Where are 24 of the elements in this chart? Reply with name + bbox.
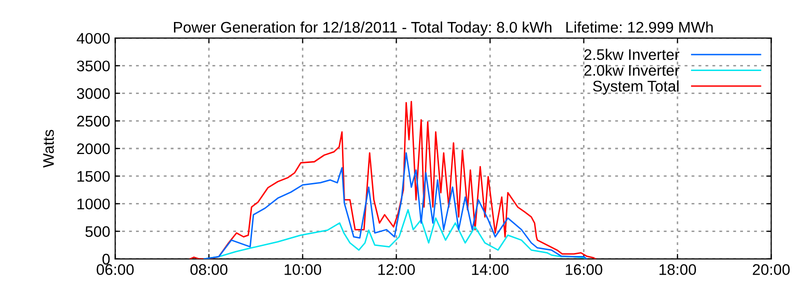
y-tick-label: 1000 xyxy=(78,198,110,210)
y-tick-label: 2500 xyxy=(77,116,110,127)
y-tick-label: 0 xyxy=(102,254,110,265)
line-series xyxy=(204,152,588,259)
x-tick-label: 18:00 xyxy=(660,264,696,275)
y-tick-label: 3000 xyxy=(76,88,110,99)
y-tick-label: 4000 xyxy=(76,32,110,44)
x-tick-label: 10:00 xyxy=(284,264,322,275)
y-tick-label: 1500 xyxy=(78,170,110,182)
chart-title: Power Generation for 12/18/2011 - Total Today: 8.0 kWh Lifetime: 12.999 MWh xyxy=(174,21,713,36)
legend-label: 2.5kw Inverter xyxy=(584,48,680,60)
legend-label: System Total xyxy=(593,80,679,95)
y-tick-label: 500 xyxy=(85,226,110,237)
line-series xyxy=(189,100,596,259)
y-axis-title: Watts xyxy=(43,130,54,168)
legend-label: 2.0kw Inverter xyxy=(584,64,680,76)
x-tick-label: 06:00 xyxy=(96,264,134,275)
x-tick-label: 12:00 xyxy=(378,264,415,275)
x-tick-label: 16:00 xyxy=(566,264,602,275)
x-tick-label: 20:00 xyxy=(752,264,790,275)
x-tick-label: 14:00 xyxy=(472,264,509,275)
y-tick-label: 3500 xyxy=(76,60,110,72)
x-tick-label: 08:00 xyxy=(190,264,228,275)
y-tick-label: 2000 xyxy=(77,143,110,154)
